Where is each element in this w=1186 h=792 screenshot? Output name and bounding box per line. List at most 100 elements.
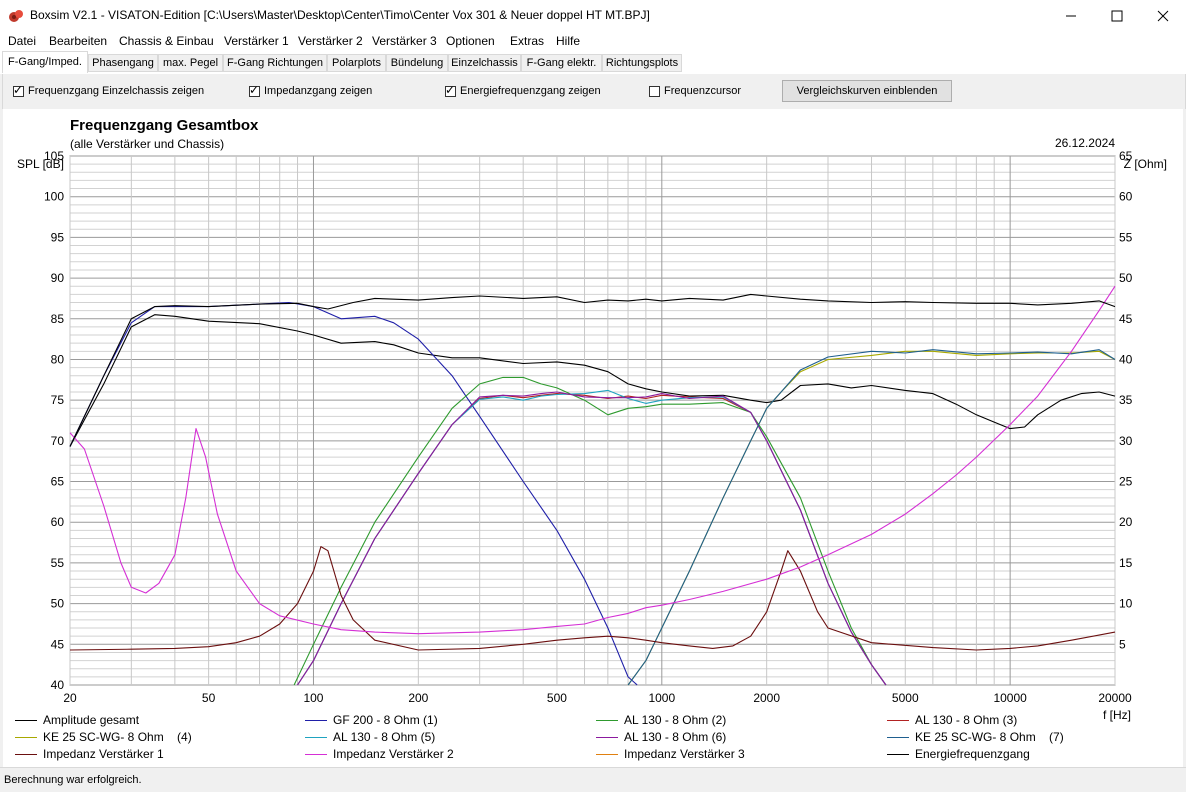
checkbox-impedanzgang[interactable]: ✓ Impedanzgang zeigen [249, 82, 372, 97]
y-tick-label-left: 65 [51, 475, 65, 489]
checkbox-label: Frequenzcursor [664, 85, 742, 97]
y-axis-left-label: SPL [dB] [17, 157, 64, 171]
tab-fgang-richtungen[interactable]: F-Gang Richtungen [223, 54, 327, 72]
status-text: Berechnung war erfolgreich. [4, 774, 142, 786]
menu-verstaerker-2[interactable]: Verstärker 2 [298, 34, 363, 48]
checkmark-icon: ✓ [13, 82, 24, 97]
legend-item: GF 200 - 8 Ohm (1) [305, 713, 438, 727]
x-tick-label: 10000 [993, 691, 1027, 705]
x-tick-label: 20 [63, 691, 77, 705]
legend-label: KE 25 SC-WG- 8 Ohm (7) [915, 730, 1064, 744]
tab-polarplots[interactable]: Polarplots [327, 54, 386, 72]
legend-item: KE 25 SC-WG- 8 Ohm (7) [887, 730, 1064, 744]
menu-optionen[interactable]: Optionen [446, 34, 495, 48]
checkbox-energiefrequenzgang[interactable]: ✓ Energiefrequenzgang zeigen [445, 84, 601, 97]
tab-phasengang[interactable]: Phasengang [88, 54, 158, 72]
menu-extras[interactable]: Extras [510, 34, 545, 48]
x-tick-label: 1000 [648, 691, 675, 705]
chart-date: 26.12.2024 [1055, 136, 1115, 150]
legend-item: AL 130 - 8 Ohm (2) [596, 713, 726, 727]
series-line [69, 314, 1116, 447]
tab-einzelchassis[interactable]: Einzelchassis [448, 54, 521, 72]
maximize-button[interactable] [1094, 0, 1140, 31]
chart-subtitle: (alle Verstärker und Chassis) [70, 137, 224, 151]
y-tick-label-left: 70 [51, 434, 65, 448]
vergleichskurven-button[interactable]: Vergleichskurven einblenden [782, 80, 952, 102]
tab-fgang-imped[interactable]: F-Gang/Imped. [2, 51, 88, 73]
legend-item: Impedanz Verstärker 3 [596, 747, 745, 761]
legend-label: AL 130 - 8 Ohm (2) [624, 713, 727, 727]
series-line [69, 546, 1116, 651]
tab-max-pegel[interactable]: max. Pegel [158, 54, 223, 72]
legend-swatch [596, 719, 618, 721]
checkbox-label: Frequenzgang Einzelchassis zeigen [28, 85, 205, 97]
y-tick-label-right: 20 [1119, 515, 1133, 529]
y-tick-label-right: 40 [1119, 352, 1133, 366]
legend-swatch [887, 753, 909, 755]
checkbox-frequenzcursor[interactable]: Frequenzcursor [649, 85, 741, 97]
legend-swatch [305, 753, 327, 755]
legend-swatch [887, 719, 909, 721]
menu-bearbeiten[interactable]: Bearbeiten [49, 34, 108, 48]
legend-item: Energiefrequenzgang [887, 747, 1030, 761]
y-tick-label-right: 10 [1119, 597, 1133, 611]
plot-area [69, 155, 1116, 686]
y-tick-label-right: 60 [1119, 190, 1133, 204]
legend-item: Impedanz Verstärker 1 [15, 747, 164, 761]
checkbox-box[interactable] [649, 85, 660, 97]
legend-swatch [15, 719, 37, 721]
series-line [69, 293, 1116, 447]
close-button[interactable] [1140, 0, 1186, 31]
menu-verstaerker-3[interactable]: Verstärker 3 [372, 34, 437, 48]
checkbox-box[interactable]: ✓ [13, 82, 24, 97]
legend-label: AL 130 - 8 Ohm (3) [915, 713, 1018, 727]
legend-label: Impedanz Verstärker 2 [333, 747, 454, 761]
tab-fgang-elektr[interactable]: F-Gang elektr. [521, 54, 602, 72]
y-tick-label-left: 100 [44, 190, 64, 204]
x-tick-label: 2000 [753, 691, 780, 705]
legend-swatch [305, 736, 327, 738]
x-tick-label: 20000 [1098, 691, 1132, 705]
tab-richtungsplots[interactable]: Richtungsplots [602, 54, 682, 72]
series-line [293, 376, 887, 686]
y-tick-label-left: 40 [51, 678, 65, 692]
menu-datei[interactable]: Datei [8, 34, 37, 48]
x-tick-label: 100 [303, 691, 323, 705]
y-tick-label-left: 75 [51, 393, 65, 407]
options-bar [2, 74, 1186, 109]
menu-chassis-einbau[interactable]: Chassis & Einbau [119, 34, 214, 48]
menu-hilfe[interactable]: Hilfe [556, 34, 581, 48]
checkmark-icon: ✓ [249, 82, 260, 97]
x-axis-label: f [Hz] [1103, 708, 1131, 722]
legend-item: Amplitude gesamt [15, 713, 139, 727]
legend-label: Amplitude gesamt [43, 713, 140, 727]
x-tick-label: 50 [202, 691, 216, 705]
window-title: Boxsim V2.1 - VISATON-Edition [C:\Users\… [30, 8, 650, 22]
checkbox-box[interactable]: ✓ [249, 82, 260, 97]
y-tick-label-left: 55 [51, 556, 65, 570]
status-bar: Berechnung war erfolgreich. [0, 767, 1186, 792]
legend-label: GF 200 - 8 Ohm (1) [333, 713, 438, 727]
series-lines [69, 285, 1116, 686]
maximize-icon [1111, 10, 1123, 21]
menu-verstaerker-1[interactable]: Verstärker 1 [224, 34, 289, 48]
y-tick-label-right: 25 [1119, 475, 1133, 489]
legend-item: AL 130 - 8 Ohm (5) [305, 730, 435, 744]
legend-label: AL 130 - 8 Ohm (6) [624, 730, 727, 744]
series-line [627, 349, 1116, 686]
checkbox-box[interactable]: ✓ [445, 84, 456, 97]
y-axis-right-label: Z [Ohm] [1124, 157, 1167, 171]
checkbox-einzelchassis[interactable]: ✓ Frequenzgang Einzelchassis zeigen [13, 82, 205, 97]
x-tick-label: 200 [408, 691, 428, 705]
tab-buendelung[interactable]: Bündelung [386, 54, 448, 72]
y-tick-label-left: 60 [51, 515, 65, 529]
y-tick-label-left: 95 [51, 230, 65, 244]
x-tick-label: 5000 [892, 691, 919, 705]
minimize-icon [1066, 15, 1076, 16]
tick-labels: 20 50 100 200 500 1000 2000 5000 10000 20000 40 45 5… [44, 149, 1133, 705]
plot-panel: Frequenzgang Gesamtbox (alle Verstärker … [3, 109, 1183, 767]
minimize-button[interactable] [1048, 0, 1094, 31]
close-icon [1157, 10, 1169, 21]
legend-swatch [15, 736, 37, 738]
series-line [297, 391, 887, 686]
